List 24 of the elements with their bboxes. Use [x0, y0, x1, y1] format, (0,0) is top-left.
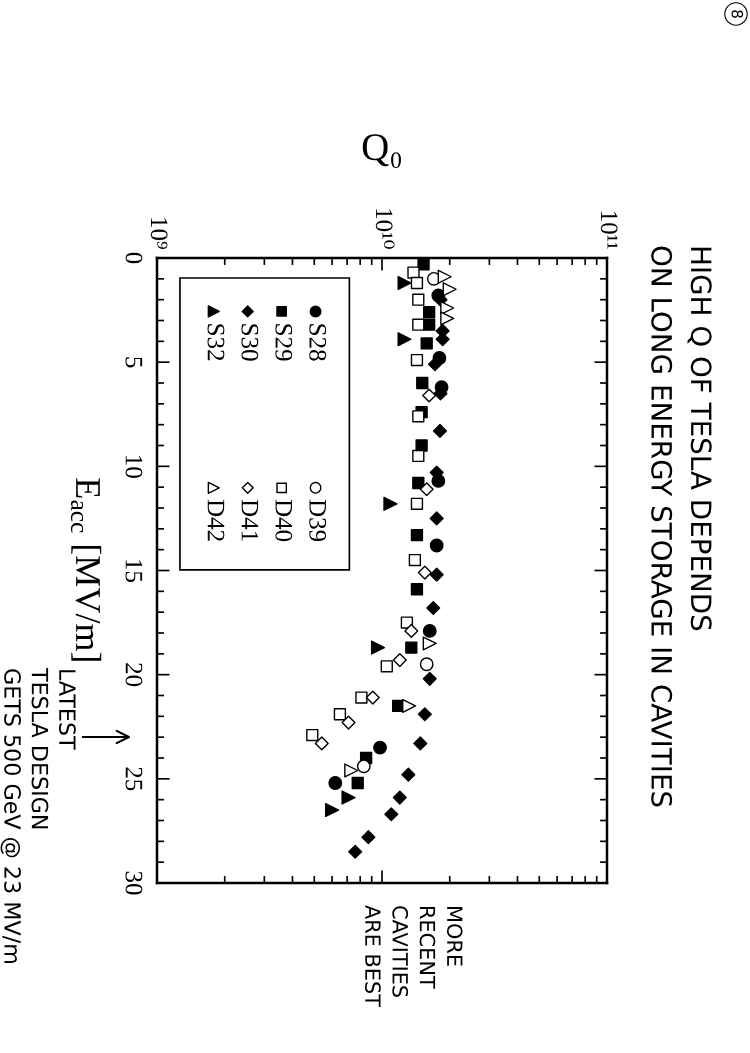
y-tick-label: 10: [125, 456, 143, 478]
legend-label: D42: [207, 499, 225, 541]
x-tick-label: 10¹¹: [600, 211, 618, 249]
legend-label: S30: [241, 324, 259, 361]
legend-label: S29: [275, 324, 293, 361]
text: LATEST TESLA DESIGN GETS 500 GeV @ 23 MV/m: [0, 667, 76, 963]
text: MORE RECENT CAVITIES ARE BEST: [365, 905, 463, 1007]
y-tick-label: 25: [125, 767, 143, 791]
y-tick-label: 30: [125, 871, 143, 895]
legend-label: D41: [241, 499, 259, 541]
x-axis-title: Q₀: [362, 134, 401, 168]
legend-label: S28: [309, 324, 327, 361]
y-tick-label: 20: [125, 663, 143, 687]
y-tick-label: 15: [125, 560, 143, 583]
legend-label: S32: [207, 324, 225, 361]
x-tick-label: 10¹⁰: [375, 209, 395, 250]
y-axis-title: E$_{acc}$ [MV/m]: [70, 478, 102, 661]
legend-label: D39: [309, 499, 327, 542]
text: HIGH Q OF TESLA DEPENDS ON LONG ENERGY STORAGE IN CAVITIES: [651, 246, 712, 807]
text: 8: [731, 10, 744, 18]
y-tick-label: 0: [125, 252, 143, 264]
x-tick-label: 10⁹: [150, 218, 168, 249]
y-tick-label: 5: [125, 357, 143, 368]
legend-label: D40: [275, 499, 293, 542]
